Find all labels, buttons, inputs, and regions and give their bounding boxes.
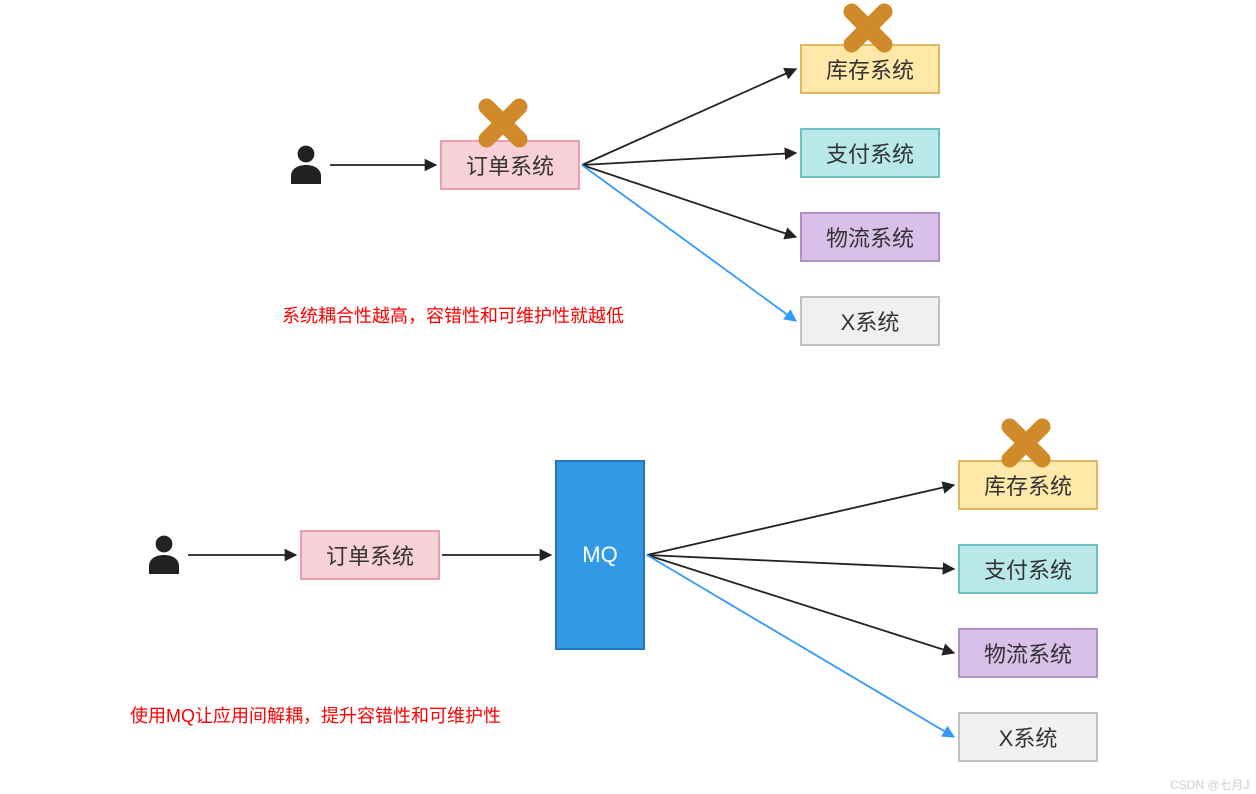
- caption-2: 使用MQ让应用间解耦，提升容错性和可维护性: [130, 702, 501, 728]
- caption-1: 系统耦合性越高，容错性和可维护性就越低: [282, 302, 624, 328]
- arrow: [647, 555, 954, 569]
- x-icon: [840, 0, 896, 56]
- arrow: [582, 69, 796, 165]
- arrow: [647, 555, 954, 737]
- watermark: CSDN @七月J: [1170, 776, 1250, 793]
- user-icon: [282, 140, 330, 188]
- mq-box: MQ: [555, 460, 645, 650]
- arrow: [582, 165, 796, 321]
- logistics-box-2: 物流系统: [958, 628, 1098, 678]
- arrow: [647, 485, 954, 555]
- arrow: [647, 555, 954, 653]
- x-icon: [475, 95, 531, 151]
- arrow: [582, 153, 796, 165]
- x-icon: [998, 415, 1054, 471]
- xsys-box: X系统: [800, 296, 940, 346]
- logistics-box: 物流系统: [800, 212, 940, 262]
- payment-box-2: 支付系统: [958, 544, 1098, 594]
- payment-box: 支付系统: [800, 128, 940, 178]
- order-system-box-2: 订单系统: [300, 530, 440, 580]
- user-icon: [140, 530, 188, 578]
- arrow: [582, 165, 796, 237]
- xsys-box-2: X系统: [958, 712, 1098, 762]
